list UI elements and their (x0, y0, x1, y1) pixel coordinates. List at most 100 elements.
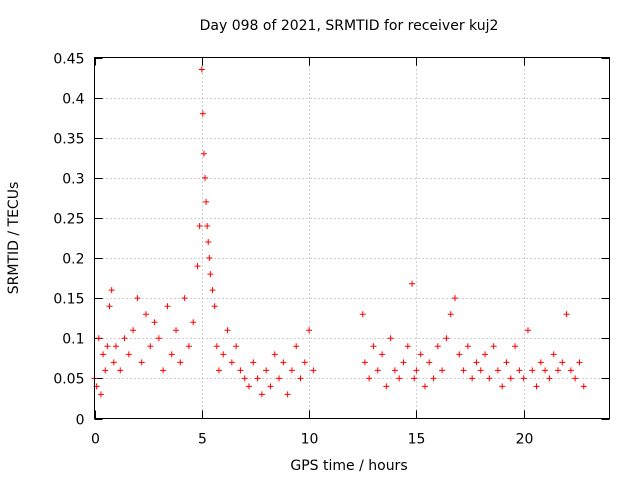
data-point (460, 367, 467, 374)
data-point (533, 383, 540, 390)
data-point (185, 343, 192, 350)
data-point (396, 375, 403, 382)
data-point (559, 359, 566, 366)
data-point (271, 351, 278, 358)
data-point (486, 375, 493, 382)
data-point (181, 295, 188, 302)
data-point (537, 359, 544, 366)
data-point (563, 311, 570, 318)
data-point (555, 367, 561, 374)
data-point (177, 359, 184, 366)
data-point (104, 343, 111, 350)
data-point (464, 343, 471, 350)
data-point (198, 66, 205, 73)
data-point (443, 335, 450, 342)
data-point (520, 375, 527, 382)
data-point (503, 359, 510, 366)
data-point (106, 303, 113, 310)
data-point (267, 383, 274, 390)
grid (94, 57, 610, 419)
y-tick-label: 0 (76, 413, 85, 429)
data-point (529, 367, 536, 374)
axes: 0 0.05 0.1 0.15 0.2 0.25 0.3 0.35 0.4 0.45 0 5 10 15 2… (53, 52, 610, 448)
data-point (215, 367, 222, 374)
y-tick-label: 0.3 (62, 172, 84, 188)
data-point (477, 367, 484, 374)
y-tick-label: 0.25 (53, 212, 84, 228)
data-point (452, 295, 458, 302)
data-point (507, 375, 514, 382)
x-axis-label: GPS time / hours (290, 458, 407, 474)
data-point (112, 343, 119, 350)
data-point (391, 367, 398, 374)
y-tick-label: 0.15 (53, 292, 84, 308)
data-point (211, 303, 218, 310)
y-tick-label: 0.35 (53, 132, 84, 148)
data-point (134, 295, 141, 302)
data-point (207, 271, 214, 278)
data-point (567, 367, 574, 374)
data-point (206, 255, 213, 262)
data-point (434, 343, 441, 350)
data-point (194, 263, 201, 270)
data-point (426, 359, 433, 366)
data-point (228, 359, 235, 366)
data-point (110, 359, 117, 366)
data-point (173, 327, 180, 334)
data-point (209, 287, 216, 294)
data-point (546, 375, 553, 382)
data-points (91, 66, 587, 398)
data-point (160, 367, 167, 374)
data-point (494, 367, 501, 374)
y-tick-label: 0.2 (62, 252, 84, 268)
data-point (482, 351, 489, 358)
data-point (572, 375, 579, 382)
plot-frame (94, 57, 610, 419)
data-point (254, 375, 261, 382)
data-point (138, 359, 145, 366)
data-point (430, 375, 437, 382)
data-point (258, 391, 265, 398)
x-tick-label: 0 (91, 432, 100, 448)
data-point (473, 359, 480, 366)
x-tick-label: 5 (198, 432, 207, 448)
data-point (512, 343, 519, 350)
data-point (143, 311, 149, 318)
data-point (276, 375, 283, 382)
data-point (524, 327, 531, 334)
data-point (190, 319, 197, 326)
y-tick-label: 0.4 (62, 92, 84, 108)
data-point (306, 327, 313, 334)
data-point (250, 359, 257, 366)
data-point (439, 367, 446, 374)
data-point (447, 311, 454, 318)
data-point (196, 222, 203, 229)
data-point (121, 335, 128, 342)
data-point (301, 359, 308, 366)
data-point (421, 383, 428, 390)
data-point (202, 174, 209, 181)
data-point (499, 383, 506, 390)
data-point (200, 150, 207, 157)
data-point (383, 383, 390, 390)
data-point (550, 351, 557, 358)
data-point (576, 359, 583, 366)
y-tick-label: 0.45 (53, 52, 84, 68)
data-point (117, 367, 124, 374)
chart-title: Day 098 of 2021, SRMTID for receiver kuj… (200, 18, 499, 34)
data-point (379, 351, 386, 358)
data-point (404, 343, 411, 350)
data-point (542, 367, 549, 374)
data-point (413, 367, 420, 374)
data-point (263, 367, 270, 374)
data-point (164, 303, 171, 310)
data-point (580, 383, 587, 390)
data-point (237, 367, 244, 374)
data-point (469, 375, 476, 382)
data-point (490, 343, 497, 350)
data-point (155, 335, 162, 342)
data-point (168, 351, 175, 358)
data-point (293, 343, 300, 350)
